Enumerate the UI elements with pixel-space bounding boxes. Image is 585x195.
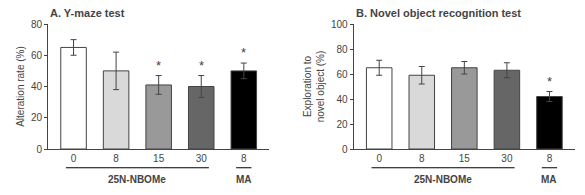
svg-text:30: 30 [196, 153, 208, 164]
svg-text:0: 0 [36, 144, 42, 155]
svg-text:20: 20 [337, 119, 349, 130]
svg-text:B. Novel object recognition te: B. Novel object recognition test [356, 7, 521, 19]
svg-text:Alteration rate (%): Alteration rate (%) [15, 46, 26, 127]
svg-text:40: 40 [31, 81, 43, 92]
svg-text:40: 40 [337, 94, 349, 105]
svg-text:15: 15 [153, 153, 165, 164]
svg-text:*: * [547, 74, 552, 89]
svg-text:80: 80 [337, 44, 349, 55]
svg-text:0: 0 [342, 144, 348, 155]
svg-text:*: * [156, 58, 161, 73]
svg-text:*: * [241, 45, 246, 60]
svg-text:8: 8 [241, 153, 247, 164]
svg-text:60: 60 [31, 50, 43, 61]
svg-text:8: 8 [547, 153, 553, 164]
svg-text:15: 15 [459, 153, 471, 164]
svg-text:8: 8 [419, 153, 425, 164]
svg-text:MA: MA [236, 174, 252, 185]
svg-text:25N-NBOMe: 25N-NBOMe [414, 174, 472, 185]
svg-text:30: 30 [501, 153, 513, 164]
svg-text:20: 20 [31, 112, 43, 123]
svg-text:80: 80 [31, 19, 43, 30]
svg-text:Exploration tonovel object (%): Exploration tonovel object (%) [302, 51, 326, 123]
svg-text:25N-NBOMe: 25N-NBOMe [108, 174, 166, 185]
svg-text:*: * [199, 58, 204, 73]
svg-text:0: 0 [376, 153, 382, 164]
svg-text:MA: MA [541, 174, 557, 185]
svg-text:A. Y-maze test: A. Y-maze test [50, 7, 125, 19]
svg-text:60: 60 [337, 69, 349, 80]
svg-text:100: 100 [331, 19, 348, 30]
svg-text:8: 8 [113, 153, 119, 164]
svg-text:0: 0 [71, 153, 77, 164]
